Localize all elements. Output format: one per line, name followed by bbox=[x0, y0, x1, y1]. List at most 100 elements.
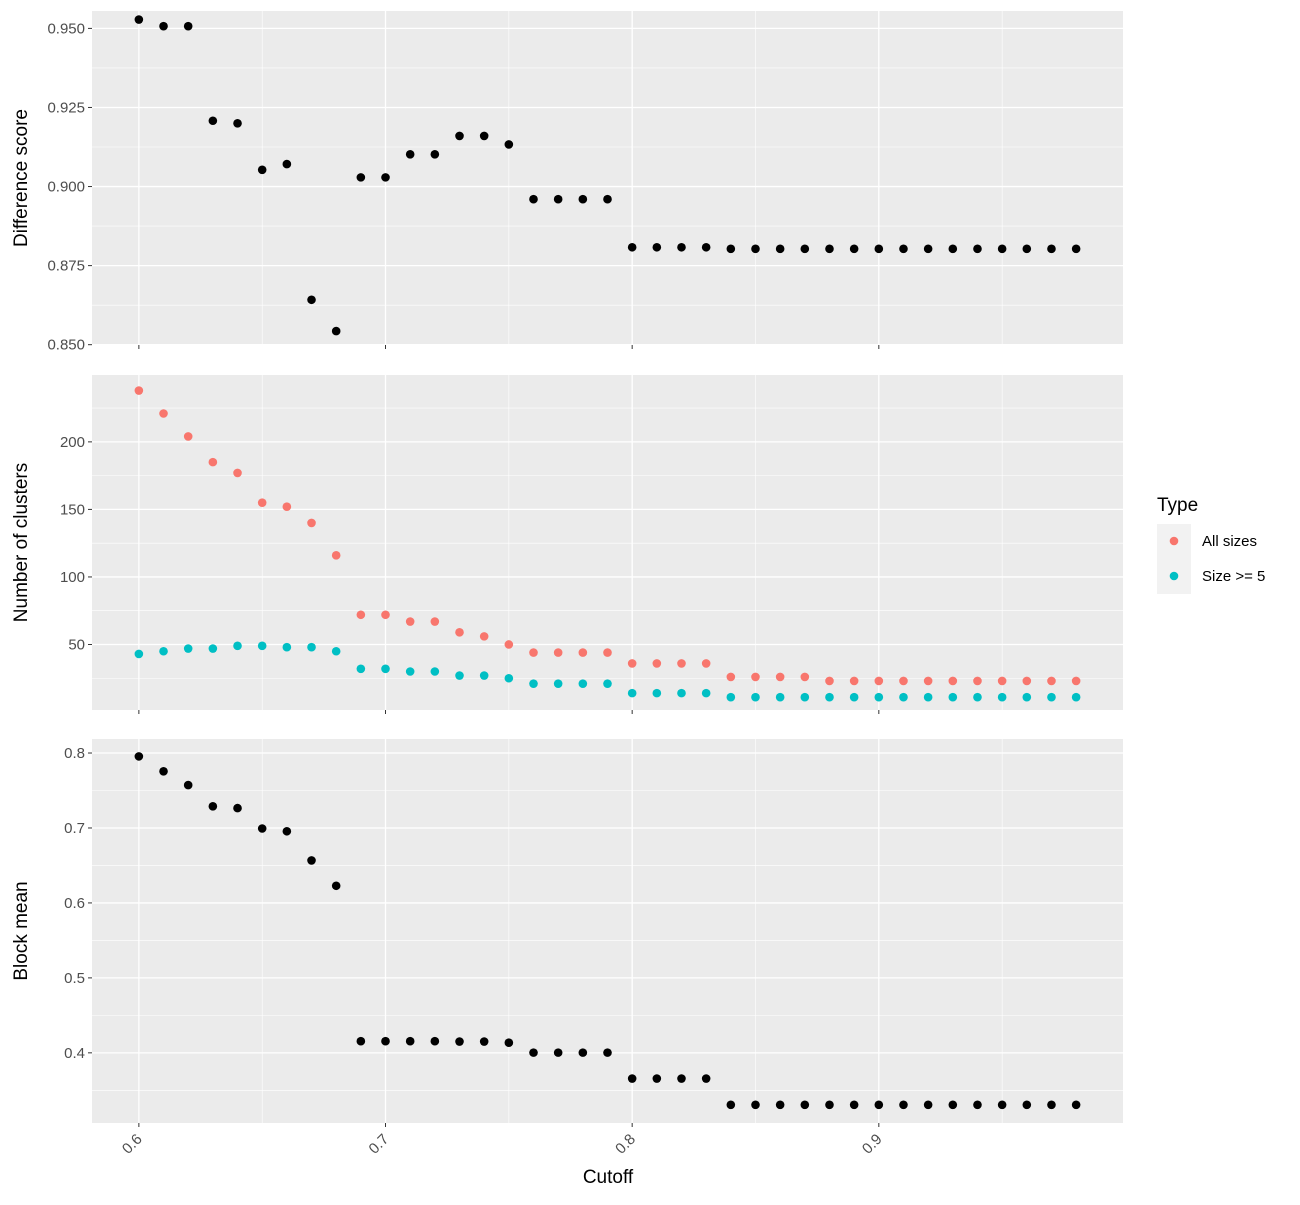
data-point bbox=[1047, 676, 1056, 686]
data-point bbox=[751, 244, 760, 254]
panel-1: 0.850 0.875 0.900 0.925 0.950 Difference scor… bbox=[11, 11, 1123, 354]
data-point bbox=[923, 692, 933, 702]
data-point bbox=[331, 881, 341, 891]
data-point bbox=[603, 1048, 612, 1057]
data-point bbox=[208, 116, 218, 126]
data-point bbox=[652, 688, 662, 698]
data-point bbox=[1022, 1100, 1032, 1110]
data-point bbox=[825, 676, 834, 686]
data-point bbox=[282, 642, 292, 652]
data-point bbox=[529, 648, 538, 657]
data-point bbox=[923, 1100, 933, 1110]
data-point bbox=[578, 679, 588, 688]
data-point bbox=[405, 1036, 415, 1046]
data-point bbox=[825, 692, 834, 702]
series-1 bbox=[134, 752, 1081, 1110]
data-point bbox=[455, 131, 464, 141]
data-point bbox=[973, 244, 982, 254]
data-point bbox=[849, 244, 859, 254]
data-point bbox=[529, 1048, 538, 1057]
data-point bbox=[973, 676, 982, 686]
data-point bbox=[233, 641, 242, 651]
data-point bbox=[603, 679, 612, 688]
y-tick-label: 0.925 bbox=[47, 99, 85, 116]
series-1 bbox=[134, 386, 1081, 686]
data-point bbox=[800, 692, 810, 702]
data-point bbox=[627, 659, 637, 668]
x-tick-label: 0.9 bbox=[859, 1131, 886, 1158]
panel-background bbox=[92, 375, 1123, 710]
data-point bbox=[553, 648, 563, 657]
data-point bbox=[307, 518, 316, 528]
legend-title: Type bbox=[1157, 495, 1198, 516]
data-point bbox=[652, 242, 662, 252]
data-point bbox=[257, 498, 267, 507]
data-point bbox=[405, 667, 415, 676]
x-tick-label: 0.7 bbox=[366, 1131, 393, 1158]
panel-background bbox=[92, 739, 1123, 1123]
y-tick-label: 200 bbox=[60, 434, 85, 451]
data-point bbox=[578, 1048, 588, 1057]
data-point bbox=[331, 551, 341, 560]
data-point bbox=[578, 194, 588, 204]
data-point bbox=[825, 1100, 834, 1110]
data-point bbox=[800, 672, 810, 682]
data-point bbox=[701, 1074, 711, 1083]
data-point bbox=[134, 15, 144, 24]
panel-background bbox=[92, 11, 1123, 345]
y-tick-label: 0.850 bbox=[47, 337, 85, 354]
data-point bbox=[134, 386, 144, 395]
data-point bbox=[874, 692, 884, 702]
data-point bbox=[479, 671, 489, 680]
data-point bbox=[159, 767, 168, 776]
data-point bbox=[923, 244, 933, 254]
y-tick-label: 100 bbox=[60, 569, 85, 586]
data-point bbox=[997, 244, 1007, 254]
legend-key bbox=[1169, 536, 1179, 546]
data-point bbox=[381, 1036, 390, 1046]
data-point bbox=[948, 676, 958, 686]
x-tick-label: 0.8 bbox=[612, 1131, 639, 1158]
data-point bbox=[134, 649, 144, 659]
data-point bbox=[775, 1100, 785, 1110]
data-point bbox=[381, 664, 390, 674]
data-point bbox=[430, 667, 440, 676]
data-point bbox=[726, 692, 736, 702]
data-point bbox=[356, 173, 366, 182]
data-point bbox=[899, 676, 908, 686]
data-point bbox=[504, 640, 514, 649]
data-point bbox=[282, 159, 292, 169]
data-point bbox=[751, 672, 760, 682]
data-point bbox=[775, 244, 785, 254]
data-point bbox=[948, 1100, 958, 1110]
data-point bbox=[257, 165, 267, 175]
data-point bbox=[307, 642, 316, 652]
x-axis-title: Cutoff bbox=[583, 1167, 634, 1188]
data-point bbox=[997, 692, 1007, 702]
data-point bbox=[529, 679, 538, 688]
data-point bbox=[257, 641, 267, 651]
data-point bbox=[973, 692, 982, 702]
y-tick-label: 0.5 bbox=[64, 970, 85, 987]
data-point bbox=[356, 610, 366, 620]
data-point bbox=[1047, 692, 1056, 702]
data-point bbox=[800, 244, 810, 254]
data-point bbox=[652, 659, 662, 668]
y-tick-label: 0.8 bbox=[64, 745, 85, 762]
data-point bbox=[479, 1037, 489, 1046]
data-point bbox=[529, 194, 538, 204]
data-point bbox=[134, 752, 144, 761]
data-point bbox=[849, 676, 859, 686]
data-point bbox=[307, 295, 316, 305]
data-point bbox=[874, 244, 884, 254]
data-point bbox=[356, 664, 366, 674]
data-point bbox=[159, 409, 168, 418]
data-point bbox=[430, 1036, 440, 1046]
data-point bbox=[973, 1100, 982, 1110]
panel-2: 50 100 150 200 Number of clusters bbox=[11, 375, 1123, 714]
data-point bbox=[701, 659, 711, 668]
data-point bbox=[997, 1100, 1007, 1110]
data-point bbox=[603, 648, 612, 657]
y-axis-title: Block mean bbox=[11, 881, 32, 980]
